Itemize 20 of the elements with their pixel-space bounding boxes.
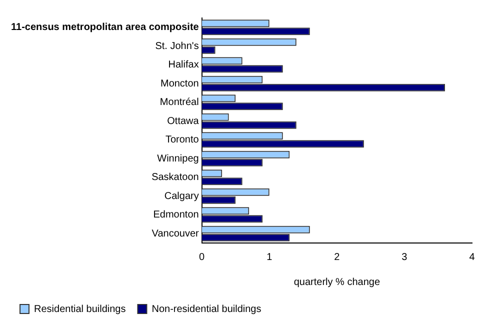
- y-tick-label: Moncton: [160, 78, 199, 90]
- y-tick-label: St. John's: [155, 40, 199, 52]
- y-tick-label: Vancouver: [152, 228, 200, 240]
- x-tick-label: 1: [266, 252, 273, 263]
- legend-label: Non-residential buildings: [152, 304, 262, 315]
- y-tick-label: Saskatoon: [152, 172, 199, 184]
- x-tick-label: 0: [199, 252, 206, 263]
- y-tick-label: Edmonton: [153, 210, 199, 221]
- x-tick-label: 2: [334, 252, 340, 263]
- legend-label: Residential buildings: [34, 304, 126, 315]
- y-tick-label: Montréal: [160, 97, 199, 108]
- y-tick-label: Calgary: [164, 190, 199, 202]
- y-tick-label: Toronto: [165, 134, 200, 146]
- y-tick-label: Winnipeg: [157, 153, 199, 164]
- y-tick-label: Halifax: [168, 60, 199, 71]
- x-axis-title: quarterly % change: [294, 276, 380, 288]
- x-tick-label: 3: [402, 252, 408, 263]
- y-tick-label: 11-census metropolitan area composite: [11, 22, 200, 34]
- x-tick-label: 4: [469, 252, 476, 263]
- y-tick-label: Ottawa: [167, 116, 200, 127]
